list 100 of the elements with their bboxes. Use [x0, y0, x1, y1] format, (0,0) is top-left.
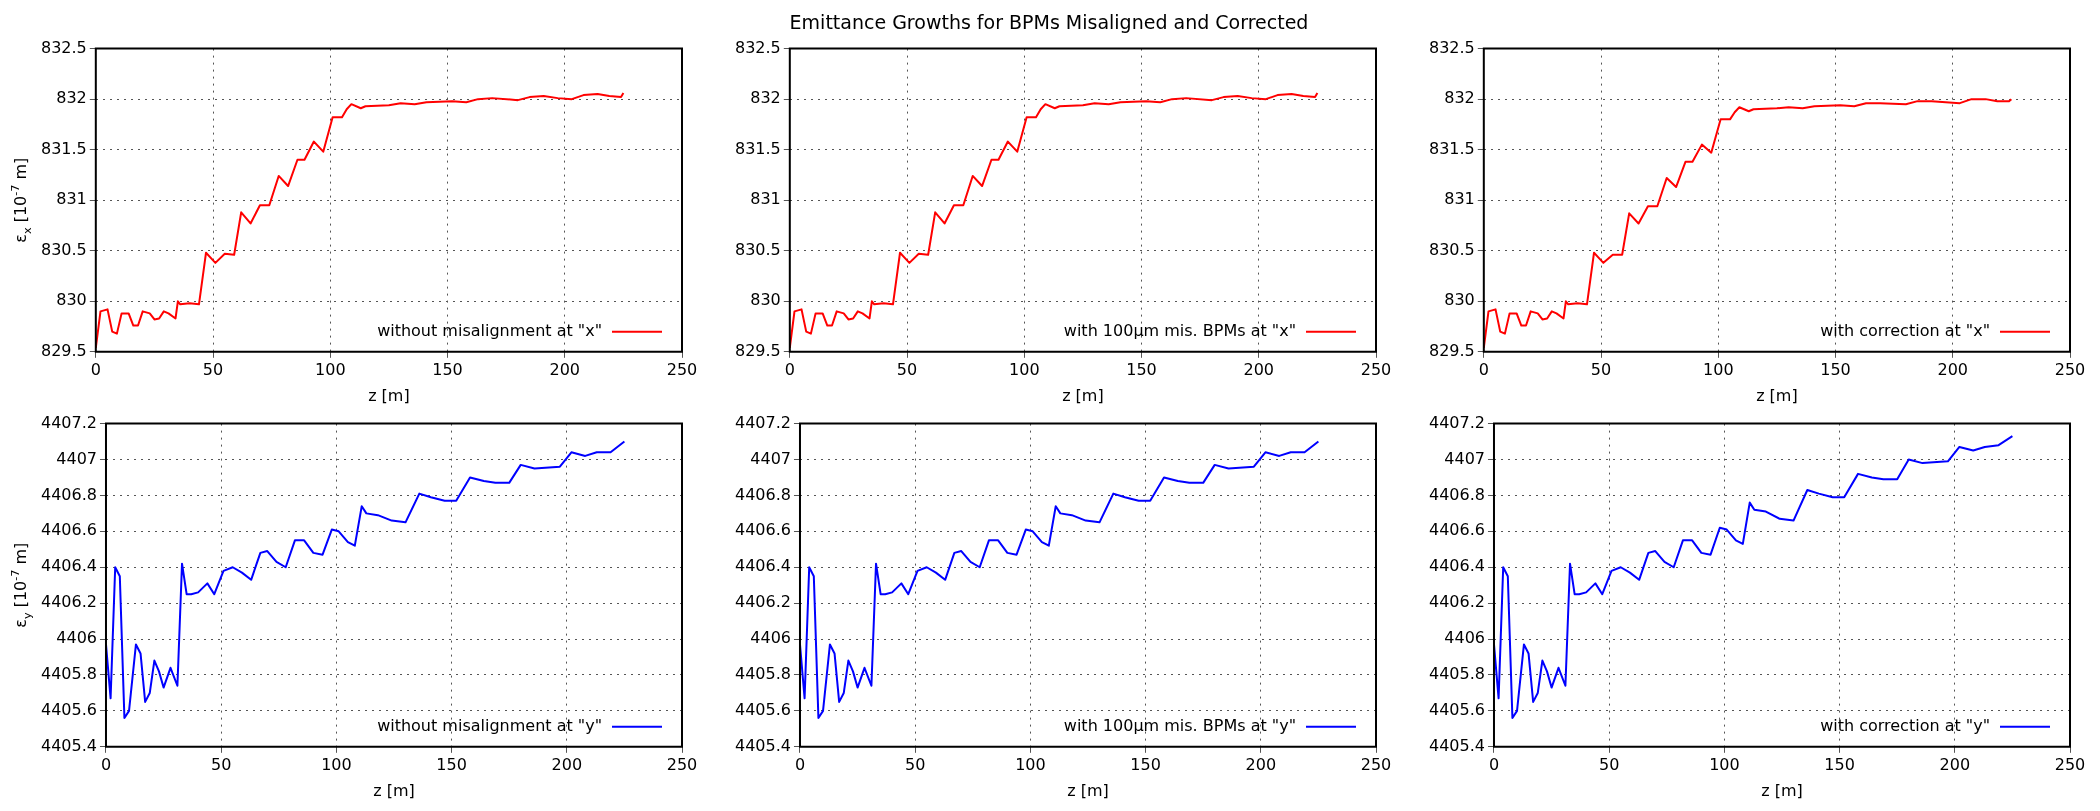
x-tick-label: 100: [1009, 359, 1040, 379]
x-tick-label: 100: [1703, 359, 1734, 379]
x-tick-label: 250: [2054, 754, 2086, 774]
y-tick-label: 832.5: [1428, 37, 1475, 57]
y-tick-label: 4406.8: [735, 484, 791, 504]
x-axis-title: z [m]: [1756, 386, 1798, 406]
x-tick-label: 0: [1488, 754, 1500, 774]
y-tick-label: 831.5: [734, 138, 781, 158]
x-tick-label: 0: [90, 359, 101, 379]
x-tick-label: 0: [794, 754, 806, 774]
y-tick-label: 4406.6: [1429, 520, 1485, 540]
y-tick-label: 4406.2: [735, 592, 791, 612]
x-tick-label: 0: [100, 754, 112, 774]
x-tick-label: 250: [666, 359, 698, 379]
y-tick-label: 4405.8: [41, 664, 97, 684]
legend-label: without misalignment at "x": [377, 320, 602, 340]
y-tick-label: 4407.2: [41, 412, 97, 432]
x-tick-label: 100: [1015, 754, 1046, 774]
y-tick-label: 831: [1444, 189, 1475, 209]
x-tick-label: 100: [321, 754, 352, 774]
y-tick-label: 4406: [56, 628, 97, 648]
x-tick-label: 150: [436, 754, 467, 774]
y-tick-label: 830.5: [40, 239, 87, 259]
y-tick-label: 829.5: [40, 340, 87, 360]
y-tick-label: 4405.8: [735, 664, 791, 684]
y-tick-label: 4406.8: [41, 484, 97, 504]
y-tick-label: 832: [1444, 88, 1475, 108]
y-tick-label: 4406.4: [735, 556, 791, 576]
y-tick-label: 4407.2: [1429, 412, 1485, 432]
x-tick-label: 200: [1937, 359, 1969, 379]
y-tick-label: 831.5: [1428, 138, 1475, 158]
legend-label: with correction at "y": [1820, 715, 1990, 735]
x-tick-label: 250: [2054, 359, 2086, 379]
y-tick-label: 4405.6: [41, 700, 97, 720]
y-tick-label: 4405.4: [735, 735, 791, 755]
x-tick-label: 200: [1939, 754, 1971, 774]
y-tick-label: 4406.6: [41, 520, 97, 540]
y-tick-label: 831: [750, 189, 781, 209]
y-tick-label: 4405.4: [1429, 735, 1485, 755]
y-tick-label: 830: [56, 290, 87, 310]
x-tick-label: 50: [896, 359, 918, 379]
y-tick-label: 832.5: [40, 37, 87, 57]
y-tick-label: 4405.6: [735, 700, 791, 720]
x-axis-title: z [m]: [368, 386, 410, 406]
y-tick-label: 831: [56, 189, 87, 209]
y-tick-label: 830.5: [1428, 239, 1475, 259]
y-tick-label: 4407.2: [735, 412, 791, 432]
y-tick-label: 4405.6: [1429, 700, 1485, 720]
legend-label: with 100μm mis. BPMs at "y": [1063, 715, 1296, 735]
y-tick-label: 832: [56, 88, 87, 108]
x-tick-label: 150: [1820, 359, 1851, 379]
y-tick-label: 4406: [750, 628, 791, 648]
y-axis-title: εy [10-7 m]: [9, 542, 34, 628]
y-tick-label: 4406: [1444, 628, 1485, 648]
legend-label: without misalignment at "y": [377, 715, 602, 735]
y-tick-label: 829.5: [1428, 340, 1475, 360]
y-tick-label: 832.5: [734, 37, 781, 57]
y-tick-label: 4407: [1444, 448, 1485, 468]
legend-label: with correction at "x": [1820, 320, 1990, 340]
x-tick-label: 0: [1478, 359, 1489, 379]
y-tick-label: 4406.4: [41, 556, 97, 576]
chart-title: Emittance Growths for BPMs Misaligned and Corrected: [789, 11, 1309, 33]
x-tick-label: 100: [1709, 754, 1740, 774]
x-axis-title: z [m]: [1062, 386, 1104, 406]
y-tick-label: 4406.4: [1429, 556, 1485, 576]
y-tick-label: 831.5: [40, 138, 87, 158]
y-tick-label: 4406.2: [1429, 592, 1485, 612]
y-tick-label: 832: [750, 88, 781, 108]
y-tick-label: 4406.6: [735, 520, 791, 540]
y-tick-label: 830: [750, 290, 781, 310]
x-axis-title: z [m]: [1067, 781, 1109, 801]
x-tick-label: 150: [1126, 359, 1157, 379]
y-tick-label: 829.5: [734, 340, 781, 360]
x-tick-label: 0: [784, 359, 795, 379]
x-tick-label: 200: [551, 754, 583, 774]
y-tick-label: 4405.8: [1429, 664, 1485, 684]
x-tick-label: 50: [905, 754, 926, 774]
x-tick-label: 200: [1245, 754, 1277, 774]
x-tick-label: 50: [1599, 754, 1620, 774]
x-tick-label: 200: [549, 359, 581, 379]
x-tick-label: 200: [1243, 359, 1275, 379]
x-tick-label: 150: [432, 359, 463, 379]
x-tick-label: 250: [666, 754, 698, 774]
y-tick-label: 830.5: [734, 239, 781, 259]
y-tick-label: 830: [1444, 290, 1475, 310]
x-tick-label: 50: [202, 359, 224, 379]
y-tick-label: 4405.4: [41, 735, 97, 755]
y-tick-label: 4406.2: [41, 592, 97, 612]
x-tick-label: 250: [1360, 359, 1392, 379]
y-tick-label: 4406.8: [1429, 484, 1485, 504]
x-tick-label: 150: [1824, 754, 1855, 774]
x-tick-label: 50: [211, 754, 232, 774]
x-tick-label: 50: [1590, 359, 1612, 379]
x-tick-label: 150: [1130, 754, 1161, 774]
y-axis-title: εx [10-7 m]: [9, 157, 34, 243]
legend-label: with 100μm mis. BPMs at "x": [1063, 320, 1296, 340]
x-axis-title: z [m]: [373, 781, 415, 801]
y-tick-label: 4407: [56, 448, 97, 468]
x-axis-title: z [m]: [1761, 781, 1803, 801]
y-tick-label: 4407: [750, 448, 791, 468]
